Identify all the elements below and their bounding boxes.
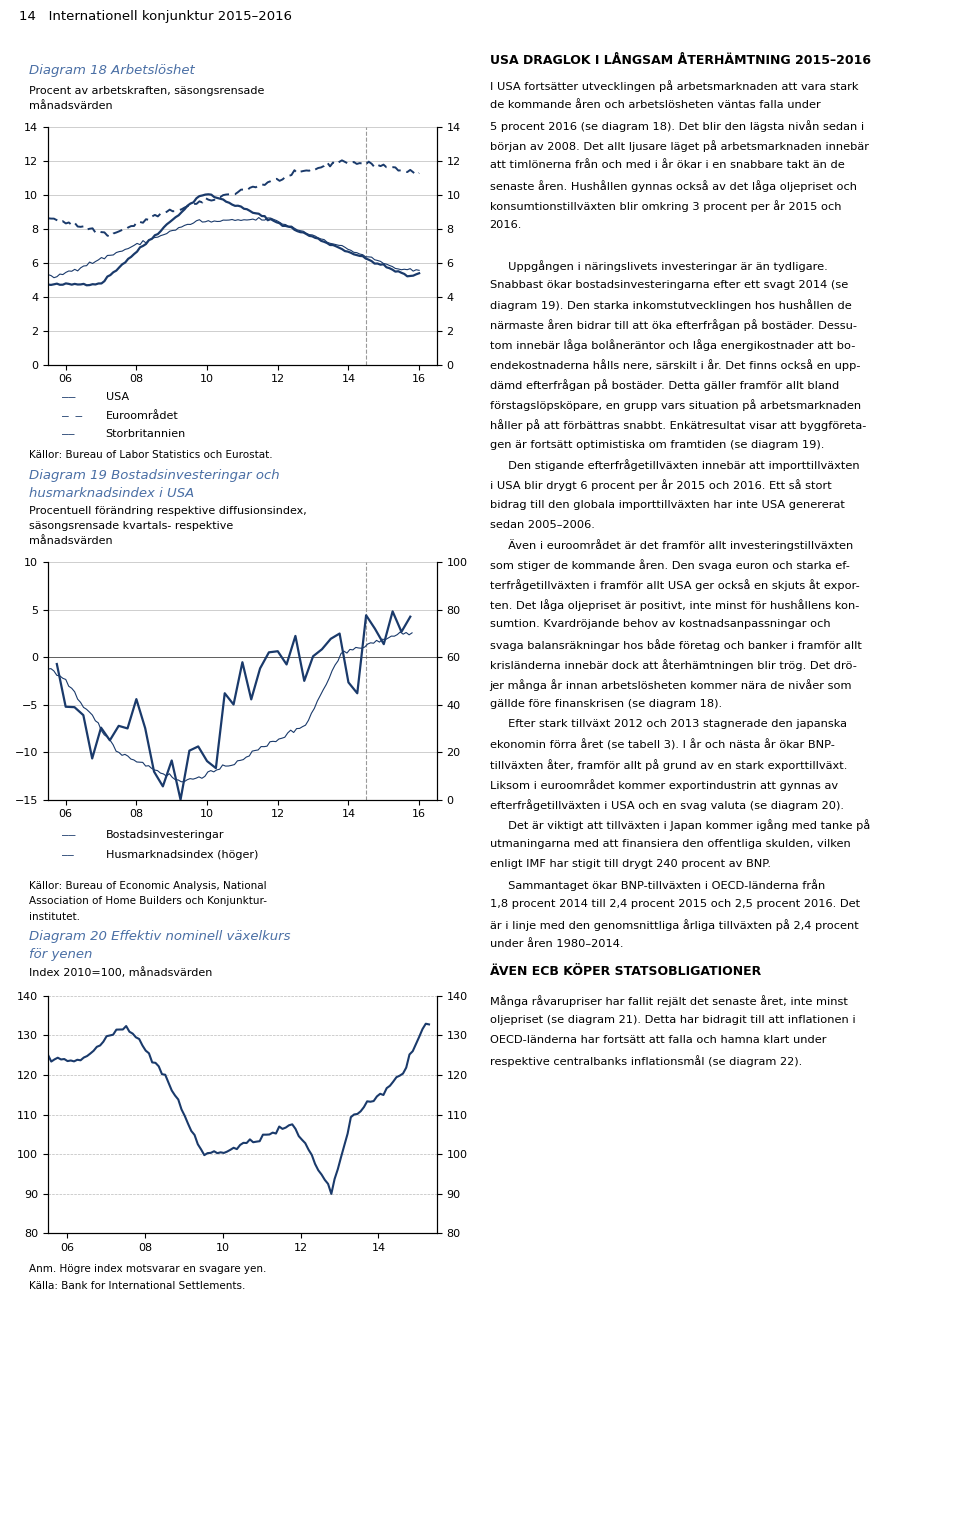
Text: dämd efterfrågan på bostäder. Detta gäller framför allt bland: dämd efterfrågan på bostäder. Detta gäll… xyxy=(490,380,839,392)
Text: Diagram 18 Arbetslöshet: Diagram 18 Arbetslöshet xyxy=(29,64,195,77)
Text: sumtion. Kvardröjande behov av kostnadsanpassningar och: sumtion. Kvardröjande behov av kostnadsa… xyxy=(490,619,830,630)
Text: Efter stark tillväxt 2012 och 2013 stagnerade den japanska: Efter stark tillväxt 2012 och 2013 stagn… xyxy=(490,720,847,729)
Text: oljepriset (se diagram 21). Detta har bidragit till att inflationen i: oljepriset (se diagram 21). Detta har bi… xyxy=(490,1016,855,1025)
Text: månadsvärden: månadsvärden xyxy=(29,101,112,112)
Text: sedan 2005–2006.: sedan 2005–2006. xyxy=(490,519,594,530)
Text: är i linje med den genomsnittliga årliga tillväxten på 2,4 procent: är i linje med den genomsnittliga årliga… xyxy=(490,919,858,931)
Text: Även i euroområdet är det framför allt investeringstillväxten: Även i euroområdet är det framför allt i… xyxy=(490,539,852,552)
Text: säsongsrensade kvartals- respektive: säsongsrensade kvartals- respektive xyxy=(29,521,233,532)
Text: USA: USA xyxy=(106,392,129,403)
Text: Euroområdet: Euroområdet xyxy=(106,411,179,421)
Text: bidrag till den globala importtillväxten har inte USA genererat: bidrag till den globala importtillväxten… xyxy=(490,499,845,510)
Text: Procentuell förändring respektive diffusionsindex,: Procentuell förändring respektive diffus… xyxy=(29,506,306,516)
Text: senaste åren. Hushållen gynnas också av det låga oljepriset och: senaste åren. Hushållen gynnas också av … xyxy=(490,179,856,192)
Text: husmarknadsindex i USA: husmarknadsindex i USA xyxy=(29,487,194,499)
Text: konsumtionstillväxten blir omkring 3 procent per år 2015 och: konsumtionstillväxten blir omkring 3 pro… xyxy=(490,199,841,211)
Text: ——: —— xyxy=(62,429,75,440)
Text: I USA fortsätter utvecklingen på arbetsmarknaden att vara stark: I USA fortsätter utvecklingen på arbetsm… xyxy=(490,80,858,92)
Text: början av 2008. Det allt ljusare läget på arbetsmarknaden innebär: början av 2008. Det allt ljusare läget p… xyxy=(490,139,869,152)
Text: att timlönerna från och med i år ökar i en snabbare takt än de: att timlönerna från och med i år ökar i … xyxy=(490,159,845,170)
Text: Uppgången i näringslivets investeringar är än tydligare.: Uppgången i näringslivets investeringar … xyxy=(490,259,828,271)
Text: tillväxten åter, framför allt på grund av en stark exporttillväxt.: tillväxten åter, framför allt på grund a… xyxy=(490,760,847,771)
Text: Diagram 20 Effektiv nominell växelkurs: Diagram 20 Effektiv nominell växelkurs xyxy=(29,930,290,942)
Text: diagram 19). Den starka inkomstutvecklingen hos hushållen de: diagram 19). Den starka inkomstutvecklin… xyxy=(490,300,852,311)
Text: Association of Home Builders och Konjunktur-: Association of Home Builders och Konjunk… xyxy=(29,896,267,907)
Text: håller på att förbättras snabbt. Enkätresultat visar att byggföreta-: håller på att förbättras snabbt. Enkätre… xyxy=(490,420,866,432)
Text: svaga balansräkningar hos både företag och banker i framför allt: svaga balansräkningar hos både företag o… xyxy=(490,639,861,651)
Text: USA DRAGLOK I LÅNGSAM ÅTERHÄMTNING 2015–2016: USA DRAGLOK I LÅNGSAM ÅTERHÄMTNING 2015–… xyxy=(490,54,871,66)
Text: Husmarknadsindex (höger): Husmarknadsindex (höger) xyxy=(106,850,258,861)
Text: ekonomin förra året (se tabell 3). I år och nästa år ökar BNP-: ekonomin förra året (se tabell 3). I år … xyxy=(490,740,834,751)
Text: 1,8 procent 2014 till 2,4 procent 2015 och 2,5 procent 2016. Det: 1,8 procent 2014 till 2,4 procent 2015 o… xyxy=(490,899,860,910)
Text: enligt IMF har stigit till drygt 240 procent av BNP.: enligt IMF har stigit till drygt 240 pro… xyxy=(490,859,771,869)
Text: Storbritannien: Storbritannien xyxy=(106,429,186,440)
Text: under åren 1980–2014.: under åren 1980–2014. xyxy=(490,939,623,950)
Text: Källor: Bureau of Labor Statistics och Eurostat.: Källor: Bureau of Labor Statistics och E… xyxy=(29,450,273,461)
Text: – –: – – xyxy=(62,411,83,421)
Text: gen är fortsätt optimistiska om framtiden (se diagram 19).: gen är fortsätt optimistiska om framtide… xyxy=(490,440,824,449)
Text: Den stigande efterfrågetillväxten innebär att importtillväxten: Den stigande efterfrågetillväxten innebä… xyxy=(490,460,859,472)
Text: ÄVEN ECB KÖPER STATSOBLIGATIONER: ÄVEN ECB KÖPER STATSOBLIGATIONER xyxy=(490,965,761,979)
Text: Det är viktigt att tillväxten i Japan kommer igång med tanke på: Det är viktigt att tillväxten i Japan ko… xyxy=(490,820,870,832)
Text: 5 procent 2016 (se diagram 18). Det blir den lägsta nivån sedan i: 5 procent 2016 (se diagram 18). Det blir… xyxy=(490,119,864,132)
Text: Snabbast ökar bostadsinvesteringarna efter ett svagt 2014 (se: Snabbast ökar bostadsinvesteringarna eft… xyxy=(490,280,848,290)
Text: Diagram 19 Bostadsinvesteringar och: Diagram 19 Bostadsinvesteringar och xyxy=(29,469,279,481)
Text: Procent av arbetskraften, säsongsrensade: Procent av arbetskraften, säsongsrensade xyxy=(29,86,264,97)
Text: som stiger de kommande åren. Den svaga euron och starka ef-: som stiger de kommande åren. Den svaga e… xyxy=(490,559,850,571)
Text: respektive centralbanks inflationsmål (se diagram 22).: respektive centralbanks inflationsmål (s… xyxy=(490,1056,802,1068)
Text: 2016.: 2016. xyxy=(490,219,522,230)
Text: jer många år innan arbetslösheten kommer nära de nivåer som: jer många år innan arbetslösheten kommer… xyxy=(490,680,852,691)
Text: ——: —— xyxy=(62,392,76,403)
Text: utmaningarna med att finansiera den offentliga skulden, vilken: utmaningarna med att finansiera den offe… xyxy=(490,840,851,849)
Text: institutet.: institutet. xyxy=(29,912,80,922)
Text: förstagslöpsköpare, en grupp vars situation på arbetsmarknaden: förstagslöpsköpare, en grupp vars situat… xyxy=(490,400,861,412)
Text: efterfrågetillväxten i USA och en svag valuta (se diagram 20).: efterfrågetillväxten i USA och en svag v… xyxy=(490,800,844,812)
Text: OECD-länderna har fortsätt att falla och hamna klart under: OECD-länderna har fortsätt att falla och… xyxy=(490,1036,827,1045)
Text: närmaste åren bidrar till att öka efterfrågan på bostäder. Dessu-: närmaste åren bidrar till att öka efterf… xyxy=(490,320,856,331)
Text: Bostadsinvesteringar: Bostadsinvesteringar xyxy=(106,830,224,841)
Text: terfrågetillväxten i framför allt USA ger också en skjuts åt expor-: terfrågetillväxten i framför allt USA ge… xyxy=(490,579,859,591)
Text: månadsvärden: månadsvärden xyxy=(29,536,112,547)
Text: gällde före finanskrisen (se diagram 18).: gällde före finanskrisen (se diagram 18)… xyxy=(490,700,722,709)
Text: för yenen: för yenen xyxy=(29,948,92,961)
Text: krisländerna innebär dock att återhämtningen blir trög. Det drö-: krisländerna innebär dock att återhämtni… xyxy=(490,659,856,671)
Text: ——: —— xyxy=(62,850,74,861)
Text: Liksom i euroområdet kommer exportindustrin att gynnas av: Liksom i euroområdet kommer exportindust… xyxy=(490,780,838,792)
Text: Sammantaget ökar BNP-tillväxten i OECD-länderna från: Sammantaget ökar BNP-tillväxten i OECD-l… xyxy=(490,879,825,892)
Text: Index 2010=100, månadsvärden: Index 2010=100, månadsvärden xyxy=(29,967,212,977)
Text: Källor: Bureau of Economic Analysis, National: Källor: Bureau of Economic Analysis, Nat… xyxy=(29,881,267,892)
Text: endekostnaderna hålls nere, särskilt i år. Det finns också en upp-: endekostnaderna hålls nere, särskilt i å… xyxy=(490,360,860,371)
Text: ten. Det låga oljepriset är positivt, inte minst för hushållens kon-: ten. Det låga oljepriset är positivt, in… xyxy=(490,599,859,611)
Text: ——: —— xyxy=(62,830,76,841)
Text: Källa: Bank for International Settlements.: Källa: Bank for International Settlement… xyxy=(29,1281,245,1291)
Text: i USA blir drygt 6 procent per år 2015 och 2016. Ett så stort: i USA blir drygt 6 procent per år 2015 o… xyxy=(490,480,831,492)
Text: de kommande åren och arbetslösheten väntas falla under: de kommande åren och arbetslösheten vänt… xyxy=(490,100,821,110)
Text: Många råvarupriser har fallit rejält det senaste året, inte minst: Många råvarupriser har fallit rejält det… xyxy=(490,996,848,1008)
Text: 14   Internationell konjunktur 2015–2016: 14 Internationell konjunktur 2015–2016 xyxy=(19,9,292,23)
Text: tom innebär låga bolåneräntor och låga energikostnader att bo-: tom innebär låga bolåneräntor och låga e… xyxy=(490,340,855,351)
Text: Anm. Högre index motsvarar en svagare yen.: Anm. Högre index motsvarar en svagare ye… xyxy=(29,1264,266,1275)
